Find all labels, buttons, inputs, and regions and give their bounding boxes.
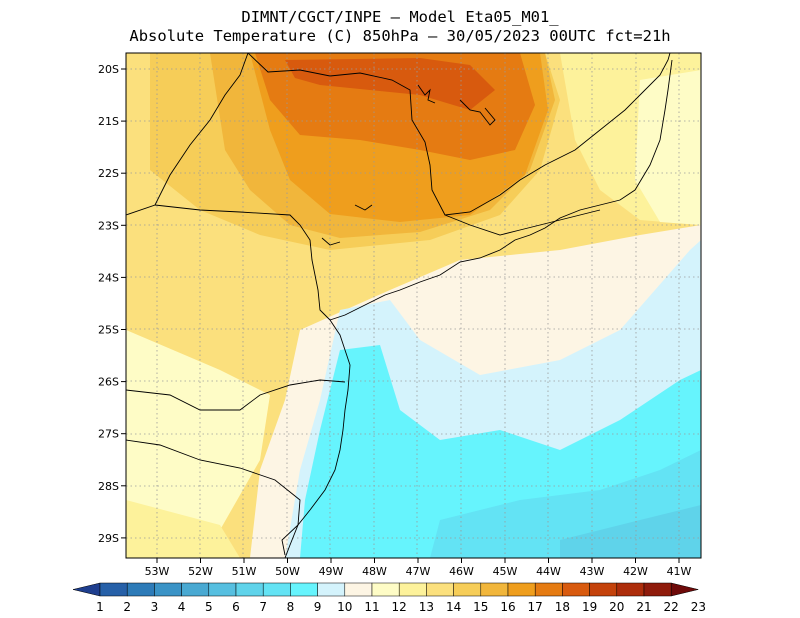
colorbar-label: 5 bbox=[205, 600, 213, 614]
colorbar-swatch bbox=[426, 582, 454, 597]
colorbar-label: 14 bbox=[446, 600, 461, 614]
colorbar-label: 1 bbox=[96, 600, 104, 614]
temperature-field bbox=[126, 53, 701, 558]
map-frame bbox=[125, 52, 702, 559]
colorbar-label: 16 bbox=[500, 600, 515, 614]
reservoir-2 bbox=[459, 99, 496, 126]
lon-tick-label: 42W bbox=[623, 565, 648, 578]
lon-tick-label: 48W bbox=[362, 565, 387, 578]
chart-title-line1: DIMNT/CGCT/INPE – Model Eta05_M01_ bbox=[241, 8, 559, 26]
lon-tick-label: 46W bbox=[449, 565, 474, 578]
lat-tick-label: 24S bbox=[98, 271, 119, 284]
colorbar-swatch bbox=[317, 582, 346, 597]
lat-tick-label: 29S bbox=[98, 532, 119, 545]
colorbar-swatch bbox=[208, 582, 237, 597]
colorbar-swatch bbox=[643, 582, 672, 597]
colorbar-label: 17 bbox=[528, 600, 543, 614]
state-border-sp-pr bbox=[154, 204, 331, 321]
lon-tick-label: 41W bbox=[667, 565, 692, 578]
lat-tick-label: 20S bbox=[98, 63, 119, 76]
colorbar-swatch bbox=[480, 582, 509, 597]
lon-tick-label: 43W bbox=[580, 565, 605, 578]
colorbar-swatch bbox=[344, 582, 373, 597]
colorbar-swatch bbox=[126, 582, 155, 597]
colorbar-swatch bbox=[154, 582, 182, 597]
lon-tick-label: 51W bbox=[232, 565, 257, 578]
lon-tick-label: 52W bbox=[188, 565, 213, 578]
chart-title-line2: Absolute Temperature (C) 850hPa – 30/05/… bbox=[129, 27, 671, 45]
colorbar-label: 20 bbox=[609, 600, 624, 614]
state-border-sc-rs bbox=[126, 439, 301, 556]
colorbar-swatch bbox=[371, 582, 400, 597]
colorbar-swatch bbox=[562, 582, 590, 597]
colorbar-label: 3 bbox=[151, 600, 159, 614]
political-boundaries bbox=[126, 53, 673, 558]
colorbar-label: 6 bbox=[232, 600, 240, 614]
colorbar-max-arrow bbox=[670, 582, 699, 597]
longitude-axis: 53W 52W 51W 50W 49W 48W 47W 46W 45W 44W 43W 42W 41W bbox=[145, 558, 692, 578]
colorbar-label: 18 bbox=[555, 600, 570, 614]
lon-tick-label: 50W bbox=[275, 565, 300, 578]
lat-tick-label: 26S bbox=[98, 376, 119, 389]
colorbar-swatch bbox=[453, 582, 482, 597]
colorbar-swatch bbox=[262, 582, 291, 597]
colorbar-swatch bbox=[589, 582, 618, 597]
colorbar: 1 2 3 4 5 6 7 8 9 10 11 12 13 14 15 16 17 18 19 20 21 22 23 bbox=[72, 582, 706, 614]
colorbar-label: 12 bbox=[392, 600, 407, 614]
lat-tick-label: 25S bbox=[98, 324, 119, 337]
colorbar-swatch bbox=[235, 582, 264, 597]
lat-tick-label: 28S bbox=[98, 480, 119, 493]
lat-tick-label: 21S bbox=[98, 115, 119, 128]
colorbar-swatch bbox=[398, 582, 427, 597]
latitude-axis: 20S 21S 22S 23S 24S 25S 26S 27S 28S 29S bbox=[98, 63, 126, 545]
coastline-north bbox=[329, 59, 673, 321]
colorbar-swatch bbox=[181, 582, 210, 597]
colorbar-label: 19 bbox=[582, 600, 597, 614]
colorbar-label: 7 bbox=[259, 600, 267, 614]
lat-tick-label: 27S bbox=[98, 428, 119, 441]
lat-tick-label: 23S bbox=[98, 219, 119, 232]
colorbar-label: 2 bbox=[123, 600, 131, 614]
colorbar-min-arrow bbox=[72, 582, 101, 597]
coastline-south bbox=[284, 319, 351, 558]
colorbar-swatch bbox=[99, 582, 128, 597]
colorbar-label: 11 bbox=[364, 600, 379, 614]
colorbar-label: 23 bbox=[691, 600, 706, 614]
colorbar-label: 10 bbox=[337, 600, 352, 614]
reservoir-3 bbox=[354, 204, 373, 211]
lon-tick-label: 53W bbox=[145, 565, 170, 578]
colorbar-label: 22 bbox=[664, 600, 679, 614]
lat-tick-label: 22S bbox=[98, 167, 119, 180]
colorbar-label: 13 bbox=[419, 600, 434, 614]
state-border-pr-sc bbox=[126, 379, 346, 411]
lon-tick-label: 45W bbox=[493, 565, 518, 578]
colorbar-swatch bbox=[290, 582, 318, 597]
lon-tick-label: 44W bbox=[536, 565, 561, 578]
reservoir-1 bbox=[417, 84, 436, 104]
colorbar-label: 8 bbox=[287, 600, 295, 614]
state-border-ms bbox=[126, 53, 249, 216]
lat-lon-grid bbox=[126, 53, 701, 558]
colorbar-swatch bbox=[616, 582, 645, 597]
colorbar-label: 21 bbox=[636, 600, 651, 614]
colorbar-label: 15 bbox=[473, 600, 488, 614]
colorbar-label: 4 bbox=[178, 600, 186, 614]
colorbar-swatch bbox=[534, 582, 563, 597]
lon-tick-label: 47W bbox=[406, 565, 431, 578]
reservoir-4 bbox=[321, 237, 341, 246]
colorbar-swatch bbox=[507, 582, 536, 597]
lon-tick-label: 49W bbox=[319, 565, 344, 578]
colorbar-label: 9 bbox=[314, 600, 322, 614]
state-border-sp-rj bbox=[444, 209, 601, 236]
